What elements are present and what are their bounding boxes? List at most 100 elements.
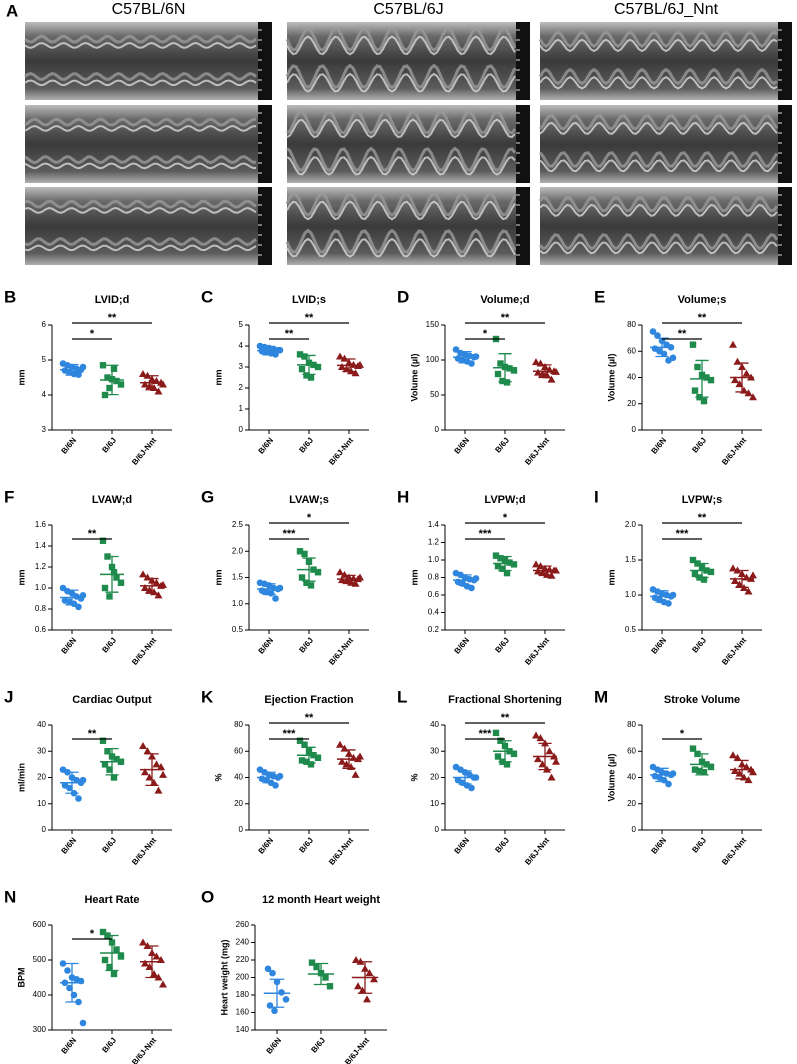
plot-panel: E Volume;s Volume (µl) 0 20 40 60 80 B/6N B/6J B/6… — [594, 287, 762, 467]
data-point — [139, 370, 147, 377]
data-point — [510, 750, 518, 758]
data-point — [468, 360, 475, 367]
data-point — [700, 397, 708, 405]
data-point — [106, 963, 113, 971]
echo-wall — [538, 30, 778, 49]
depth-scale — [258, 22, 272, 100]
data-point — [282, 996, 290, 1003]
y-tick-label: 0.8 — [428, 573, 440, 582]
y-tick-label: 60 — [627, 746, 636, 755]
data-point — [150, 970, 158, 977]
significance-label: * — [307, 512, 312, 524]
data-point — [307, 761, 315, 768]
significance-label: ** — [501, 712, 510, 724]
y-tick-label: 10 — [37, 799, 46, 808]
significance-label: * — [90, 328, 95, 340]
y-tick-label: 0.4 — [428, 608, 440, 617]
echo-wall — [539, 76, 778, 90]
data-point — [141, 768, 149, 776]
echo-wall — [286, 155, 516, 176]
x-tick-label: B/6J — [690, 636, 708, 655]
sd-error-bar — [498, 740, 512, 763]
data-point — [314, 363, 322, 371]
data-point — [110, 569, 118, 576]
significance-label: ** — [698, 312, 707, 324]
sd-error-bar — [145, 945, 159, 979]
x-tick-label: B/6J-Nnt — [720, 436, 748, 467]
sd-error-bar — [498, 555, 512, 572]
significance-label: *** — [283, 528, 297, 540]
y-tick-label: 30 — [430, 746, 439, 755]
data-point — [59, 960, 67, 967]
y-axis-label: % — [213, 773, 223, 781]
data-point — [336, 352, 344, 360]
y-tick-label: 0.8 — [35, 604, 47, 613]
data-point — [696, 767, 703, 775]
x-tick-label: B/6J — [297, 636, 315, 655]
x-tick-label: B/6N — [60, 1036, 79, 1056]
data-point — [301, 353, 308, 360]
data-point — [141, 380, 149, 388]
significance-label: * — [503, 512, 508, 524]
data-point — [75, 795, 82, 802]
echo-wall — [539, 38, 778, 53]
data-point — [354, 982, 362, 990]
data-point — [79, 363, 87, 371]
data-point — [139, 938, 147, 946]
depth-scale — [258, 187, 272, 265]
data-point — [691, 766, 699, 773]
y-tick-label: 260 — [236, 920, 250, 929]
echo-wall — [539, 121, 778, 135]
echo-wall — [286, 237, 516, 258]
data-point — [532, 731, 540, 739]
depth-scale — [516, 105, 530, 183]
data-point — [499, 377, 506, 385]
data-point — [452, 346, 460, 353]
y-tick-label: 40 — [234, 773, 243, 782]
data-point — [545, 747, 554, 755]
sd-error-bar — [695, 562, 709, 579]
data-point — [79, 776, 87, 784]
data-point — [532, 560, 540, 568]
sd-error-bar — [262, 771, 276, 784]
y-tick-label: 20 — [627, 799, 636, 808]
data-point — [494, 753, 502, 760]
data-point — [340, 354, 349, 362]
plot-title: Fractional Shortening — [448, 694, 562, 706]
x-tick-label: B/6J-Nnt — [327, 636, 355, 667]
y-tick-label: 4 — [42, 390, 47, 399]
sd-error-bar — [735, 362, 749, 393]
data-point — [298, 757, 306, 764]
echo-image — [538, 105, 792, 183]
y-tick-label: 20 — [430, 773, 439, 782]
y-tick-label: 3 — [42, 425, 47, 434]
x-tick-label: B/6N — [650, 836, 669, 856]
y-axis-label: ml/min — [16, 763, 26, 792]
data-point — [296, 351, 304, 358]
panel-letter: N — [4, 887, 16, 906]
panel-letter: E — [594, 287, 605, 306]
y-tick-label: 4 — [239, 341, 244, 350]
data-point — [296, 737, 304, 744]
data-point — [322, 974, 329, 981]
data-point — [733, 753, 742, 761]
data-point — [654, 332, 661, 339]
data-point — [106, 593, 113, 600]
x-tick-label: B/6N — [453, 436, 472, 456]
echo-wall — [24, 206, 257, 214]
y-tick-label: 60 — [627, 346, 636, 355]
x-tick-label: B/6J-Nnt — [327, 836, 355, 867]
plot-title: Stroke Volume — [664, 694, 740, 706]
echo-background — [287, 22, 530, 100]
x-tick-label: B/6J — [690, 836, 708, 855]
plot-title: Heart Rate — [84, 894, 139, 906]
y-axis-label: Volume (µl) — [409, 353, 419, 401]
x-tick-label: B/6J-Nnt — [130, 636, 158, 667]
echo-wall — [286, 200, 516, 221]
data-point — [308, 959, 316, 966]
data-point — [494, 370, 502, 378]
significance-label: ** — [698, 512, 707, 524]
plot-title: Volume;d — [480, 294, 529, 306]
y-tick-label: 0.2 — [428, 625, 440, 634]
